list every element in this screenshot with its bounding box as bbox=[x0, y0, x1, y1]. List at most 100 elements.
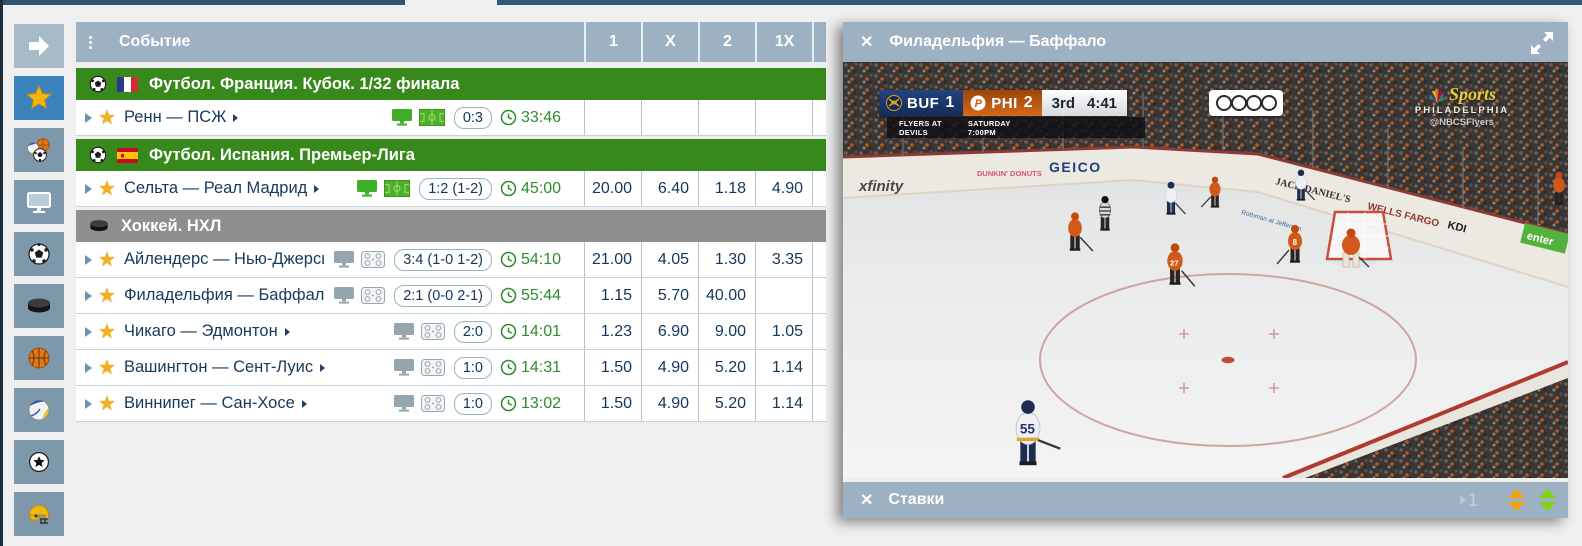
event-link-caret-icon bbox=[320, 363, 326, 372]
odds-cell-2[interactable]: 5.20 bbox=[698, 350, 755, 385]
player-flyers-8: 8 bbox=[1276, 225, 1302, 265]
favorite-star-icon[interactable]: ★ bbox=[98, 356, 116, 379]
sidebar-item-favorites[interactable] bbox=[14, 76, 64, 120]
odds-cell-x[interactable] bbox=[641, 100, 698, 135]
event-name[interactable]: Айлендерс — Нью-Джерси bbox=[124, 250, 324, 268]
close-icon[interactable]: ✕ bbox=[860, 492, 874, 509]
table-row[interactable]: ★ Филадельфия — Баффало 2:1 (0-0 2-1) 55… bbox=[76, 278, 826, 314]
expand-caret-icon[interactable] bbox=[85, 183, 92, 194]
sidebar-item-futsal[interactable] bbox=[14, 440, 64, 484]
odds-cell-extra bbox=[812, 242, 826, 277]
expand-caret-icon[interactable] bbox=[85, 254, 92, 265]
table-header: Событие 1 X 2 1X 12 bbox=[76, 22, 826, 62]
sort-arrows-orange-icon[interactable] bbox=[1508, 489, 1525, 511]
event-name[interactable]: Сельта — Реал Мадрид bbox=[124, 179, 308, 197]
volleyball-icon bbox=[28, 399, 50, 421]
expand-caret-icon[interactable] bbox=[85, 112, 92, 123]
odds-cell-x[interactable]: 4.90 bbox=[641, 386, 698, 421]
favorite-star-icon[interactable]: ★ bbox=[98, 284, 116, 307]
section-header-nhl[interactable]: Хоккей. НХЛ bbox=[76, 210, 826, 242]
table-row[interactable]: ★ Айлендерс — Нью-Джерси 3:4 (1-0 1-2) 5… bbox=[76, 242, 826, 278]
sort-arrows-green-icon[interactable] bbox=[1539, 489, 1556, 511]
event-name[interactable]: Чикаго — Эдмонтон bbox=[124, 322, 278, 340]
odds-cell-1[interactable] bbox=[584, 100, 641, 135]
scorebug-clock: 3rd 4:41 bbox=[1041, 90, 1128, 116]
clock-icon bbox=[500, 109, 517, 126]
home-abbr: PHI bbox=[991, 94, 1018, 112]
odds-cell-2[interactable]: 40.00 bbox=[698, 278, 755, 313]
watermark-brand: Sports bbox=[1448, 84, 1497, 104]
table-row[interactable]: ★ Чикаго — Эдмонтон 2:0 14:01 1.23 6.90 … bbox=[76, 314, 826, 350]
odds-cell-2[interactable]: 9.00 bbox=[698, 314, 755, 349]
odds-cell-1[interactable]: 1.23 bbox=[584, 314, 641, 349]
favorite-star-icon[interactable]: ★ bbox=[98, 106, 116, 129]
favorite-star-icon[interactable]: ★ bbox=[98, 248, 116, 271]
expand-caret-icon[interactable] bbox=[85, 290, 92, 301]
video-stream[interactable]: xfinity DUNKIN' DONUTS GEICO Rothman at … bbox=[843, 62, 1568, 478]
sidebar-item-football[interactable] bbox=[14, 232, 64, 276]
odds-cell-1x[interactable]: 1.14 bbox=[755, 386, 812, 421]
game-clock: 4:41 bbox=[1087, 94, 1118, 112]
video-panel-header: ✕ Филадельфия — Баффало bbox=[843, 22, 1568, 62]
pin-window-icon[interactable] bbox=[1530, 31, 1554, 55]
section-header-spain[interactable]: Футбол. Испания. Премьер-Лига bbox=[76, 139, 826, 171]
section-title: Футбол. Испания. Премьер-Лига bbox=[149, 145, 415, 164]
odds-cell-x[interactable]: 6.40 bbox=[641, 171, 698, 206]
odds-cell-x[interactable]: 4.90 bbox=[641, 350, 698, 385]
expand-caret-icon[interactable] bbox=[85, 326, 92, 337]
odds-cell-1[interactable]: 21.00 bbox=[584, 242, 641, 277]
favorite-star-icon[interactable]: ★ bbox=[98, 320, 116, 343]
odds-cell-1[interactable]: 1.15 bbox=[584, 278, 641, 313]
section-title: Футбол. Франция. Кубок. 1/32 финала bbox=[149, 74, 460, 93]
odds-cell-1x[interactable]: 1.14 bbox=[755, 350, 812, 385]
faceoff-dot bbox=[1221, 356, 1235, 364]
sidebar-item-hockey[interactable] bbox=[14, 284, 64, 328]
odds-cell-2[interactable] bbox=[698, 100, 755, 135]
odds-cell-1x[interactable]: 4.90 bbox=[755, 171, 812, 206]
sidebar-item-american-football[interactable] bbox=[14, 492, 64, 536]
event-name[interactable]: Вашингтон — Сент-Луис bbox=[124, 358, 314, 376]
soccer-ball-icon bbox=[28, 243, 50, 265]
section-header-france[interactable]: Футбол. Франция. Кубок. 1/32 финала bbox=[76, 68, 826, 100]
rink-tracker-icon bbox=[420, 323, 445, 340]
event-name[interactable]: Виннипег — Сан-Хосе bbox=[124, 394, 295, 412]
odds-cell-x[interactable]: 6.90 bbox=[641, 314, 698, 349]
menu-dots-icon[interactable] bbox=[89, 34, 92, 51]
event-name[interactable]: Филадельфия — Баффало bbox=[124, 286, 324, 304]
sidebar-item-volleyball[interactable] bbox=[14, 388, 64, 432]
close-icon[interactable]: ✕ bbox=[860, 34, 874, 51]
table-row[interactable]: ★ Сельта — Реал Мадрид 1:2 (1-2) 45:00 2… bbox=[76, 171, 826, 207]
odds-cell-2[interactable]: 5.20 bbox=[698, 386, 755, 421]
watermark-handle: @NBCSFlyers bbox=[1429, 117, 1495, 128]
event-name[interactable]: Ренн — ПСЖ bbox=[124, 108, 227, 126]
odds-cell-x[interactable]: 5.70 bbox=[641, 278, 698, 313]
odds-cell-2[interactable]: 1.30 bbox=[698, 242, 755, 277]
favorite-star-icon[interactable]: ★ bbox=[98, 392, 116, 415]
odds-cell-1[interactable]: 1.50 bbox=[584, 350, 641, 385]
boards bbox=[843, 147, 1568, 287]
expand-caret-icon[interactable] bbox=[85, 398, 92, 409]
favorite-star-icon[interactable]: ★ bbox=[98, 177, 116, 200]
odds-cell-1x[interactable] bbox=[755, 100, 812, 135]
score-badge: 1:0 bbox=[453, 356, 492, 379]
sidebar-item-expand[interactable] bbox=[14, 24, 64, 68]
sidebar-item-live-tv[interactable] bbox=[14, 180, 64, 224]
sidebar-item-basketball[interactable] bbox=[14, 336, 64, 380]
odds-cell-2[interactable]: 1.18 bbox=[698, 171, 755, 206]
odds-cell-x[interactable]: 4.05 bbox=[641, 242, 698, 277]
expand-caret-icon[interactable] bbox=[85, 362, 92, 373]
promo-day: SATURDAY bbox=[967, 118, 1011, 128]
odds-cell-1x[interactable] bbox=[755, 278, 812, 313]
odds-cell-1x[interactable]: 3.35 bbox=[755, 242, 812, 277]
table-row[interactable]: ★ Вашингтон — Сент-Луис 1:0 14:31 1.50 4… bbox=[76, 350, 826, 386]
sidebar-item-all-sports[interactable] bbox=[14, 128, 64, 172]
table-row[interactable]: ★ Виннипег — Сан-Хосе 1:0 13:02 1.50 4.9… bbox=[76, 386, 826, 422]
page-indicator[interactable]: 1 bbox=[1459, 490, 1478, 511]
odds-cell-1x[interactable]: 1.05 bbox=[755, 314, 812, 349]
player-sabres-55: 55 bbox=[1015, 400, 1061, 466]
svg-text:P: P bbox=[975, 98, 983, 110]
odds-cell-1[interactable]: 20.00 bbox=[584, 171, 641, 206]
odds-cell-1[interactable]: 1.50 bbox=[584, 386, 641, 421]
clock-icon bbox=[500, 359, 517, 376]
table-row[interactable]: ★ Ренн — ПСЖ 0:3 33:46 bbox=[76, 100, 826, 136]
